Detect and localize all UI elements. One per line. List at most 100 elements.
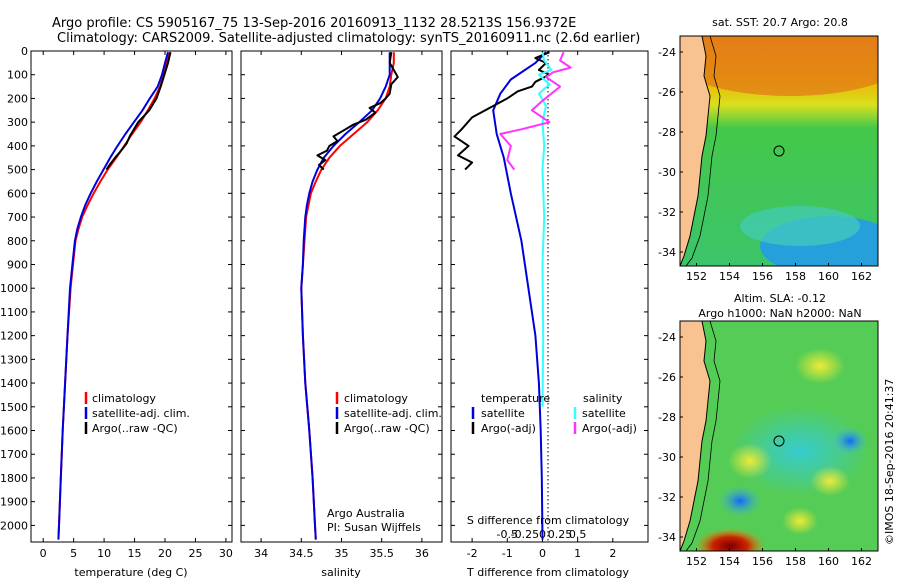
legend-label-t-argo: Argo(-adj)	[481, 422, 536, 435]
sla-map-panel: Altim. SLA: -0.12 Argo h1000: NaN h2000:…	[658, 292, 879, 568]
sla-isobath	[685, 321, 721, 551]
y-tick-label: 100	[7, 69, 28, 82]
imos-stamp: ©IMOS 18-Sep-2016 20:41:37	[883, 379, 896, 545]
sst-cool-patch-2	[740, 206, 860, 246]
legend-label-argo: Argo(..raw -QC)	[344, 422, 430, 435]
lon-tick-label: 152	[686, 270, 707, 283]
s-tick-label: 0.25	[548, 528, 573, 541]
legend-label-climatology: climatology	[92, 392, 156, 405]
sst-map-panel: sat. SST: 20.7 Argo: 20.8 152 154 156 158 16…	[658, 16, 879, 283]
x-tick-label: 2	[609, 547, 616, 560]
series-line-t-argo-adj-	[453, 51, 551, 171]
y-tick-label: 1100	[0, 306, 28, 319]
lat-tick-label: -34	[658, 246, 676, 259]
x-tick-label: 36	[415, 547, 429, 560]
salinity-xlabel: salinity	[321, 566, 361, 579]
salinity-plot-frame	[240, 50, 443, 543]
sla-red-patch	[695, 528, 765, 551]
x-tick-label: 35	[335, 547, 349, 560]
lat-tick-label: -28	[658, 411, 676, 424]
x-tick-label: 10	[97, 547, 111, 560]
s-tick-label: -0.25	[511, 528, 539, 541]
sst-coastline	[680, 36, 711, 266]
credit-line2: PI: Susan Wijffels	[327, 521, 421, 534]
lon-tick-label: 162	[851, 555, 872, 568]
difference-plot-frame	[450, 50, 649, 543]
y-tick-label: 300	[7, 116, 28, 129]
lat-tick-label: -30	[658, 166, 676, 179]
x-tick-label: 5	[70, 547, 77, 560]
difference-xlabel: T difference from climatology	[466, 566, 629, 579]
figure-title-line1: Argo profile: CS 5905167_75 13-Sep-2016 …	[52, 16, 576, 31]
lat-tick-label: -32	[658, 206, 676, 219]
y-tick-label: 1000	[0, 282, 28, 295]
legend-label-satellite: satellite-adj. clim.	[344, 407, 442, 420]
sst-map-title: sat. SST: 20.7 Argo: 20.8	[712, 16, 848, 29]
lon-tick-label: 158	[785, 555, 806, 568]
lon-tick-label: 160	[818, 270, 839, 283]
series-line-argo-raw-qc-	[105, 51, 172, 171]
y-tick-label: 1700	[0, 448, 28, 461]
legend-label-argo: Argo(..raw -QC)	[92, 422, 178, 435]
legend-title-temperature: temperature	[481, 392, 550, 405]
lon-tick-label: 162	[851, 270, 872, 283]
y-tick-label: 1300	[0, 353, 28, 366]
sla-map-title-line2: Argo h1000: NaN h2000: NaN	[698, 307, 861, 320]
lon-tick-label: 154	[719, 270, 740, 283]
sla-map-frame	[679, 320, 879, 552]
credit-line1: Argo Australia	[327, 507, 405, 520]
lon-tick-label: 160	[818, 555, 839, 568]
series-line-s-argo-adj-	[499, 51, 572, 171]
series-line-satellite-adj-clim-	[300, 52, 391, 540]
salinity-legend: climatology satellite-adj. clim. Argo(..…	[335, 392, 442, 435]
lat-tick-label: -28	[658, 126, 676, 139]
sla-coastline	[680, 321, 711, 551]
y-tick-label: 2000	[0, 519, 28, 532]
sla-yellow-patch	[795, 348, 845, 384]
y-tick-label: 600	[7, 187, 28, 200]
y-tick-label: 200	[7, 92, 28, 105]
y-tick-label: 1400	[0, 377, 28, 390]
legend-label-s-satellite: satellite	[582, 407, 626, 420]
x-tick-label: 25	[188, 547, 202, 560]
legend-label-t-satellite: satellite	[481, 407, 525, 420]
sla-yellow-patch-4	[782, 507, 818, 535]
lon-tick-label: 154	[719, 555, 740, 568]
sst-warm-patch	[680, 36, 878, 96]
sst-isobath	[685, 36, 721, 266]
lat-tick-label: -26	[658, 371, 676, 384]
x-tick-label: 1	[574, 547, 581, 560]
sla-blue-patch	[718, 485, 762, 517]
difference-panel: -2 -1 0 1 2-0.5-0.25 0 0.250.5 T difference fr…	[450, 50, 649, 579]
y-tick-label: 1900	[0, 496, 28, 509]
x-tick-label: -1	[502, 547, 513, 560]
y-tick-label: 700	[7, 211, 28, 224]
salinity-panel: 34 34.5 35 35.5 36 salinity climatology sate…	[240, 50, 443, 579]
sst-profile-location-marker	[773, 145, 785, 157]
series-line-satellite-adj-clim-	[57, 51, 169, 540]
x-tick-label: 34.5	[289, 547, 314, 560]
y-tick-label: 500	[7, 164, 28, 177]
sla-blue-patch-2	[832, 427, 868, 455]
y-tick-label: 1200	[0, 330, 28, 343]
legend-label-satellite: satellite-adj. clim.	[92, 407, 190, 420]
x-tick-label: 0	[539, 547, 546, 560]
x-tick-label: -2	[467, 547, 478, 560]
y-tick-label: 1800	[0, 472, 28, 485]
x-tick-label: 30	[219, 547, 233, 560]
sst-map-frame	[679, 35, 879, 267]
s-tick-label: 0.5	[569, 528, 587, 541]
lon-tick-label: 156	[752, 555, 773, 568]
legend-title-salinity: salinity	[583, 392, 623, 405]
y-tick-label: 900	[7, 258, 28, 271]
sla-yellow-patch-3	[810, 466, 850, 496]
x-tick-label: 20	[158, 547, 172, 560]
s-tick-label: -0.5	[497, 528, 518, 541]
sla-profile-location-marker	[773, 435, 785, 447]
x-tick-label: 35.5	[369, 547, 394, 560]
sla-yellow-patch-2	[728, 443, 772, 479]
sla-map-title-line1: Altim. SLA: -0.12	[734, 292, 826, 305]
lat-tick-label: -34	[658, 531, 676, 544]
x-tick-label: 15	[128, 547, 142, 560]
